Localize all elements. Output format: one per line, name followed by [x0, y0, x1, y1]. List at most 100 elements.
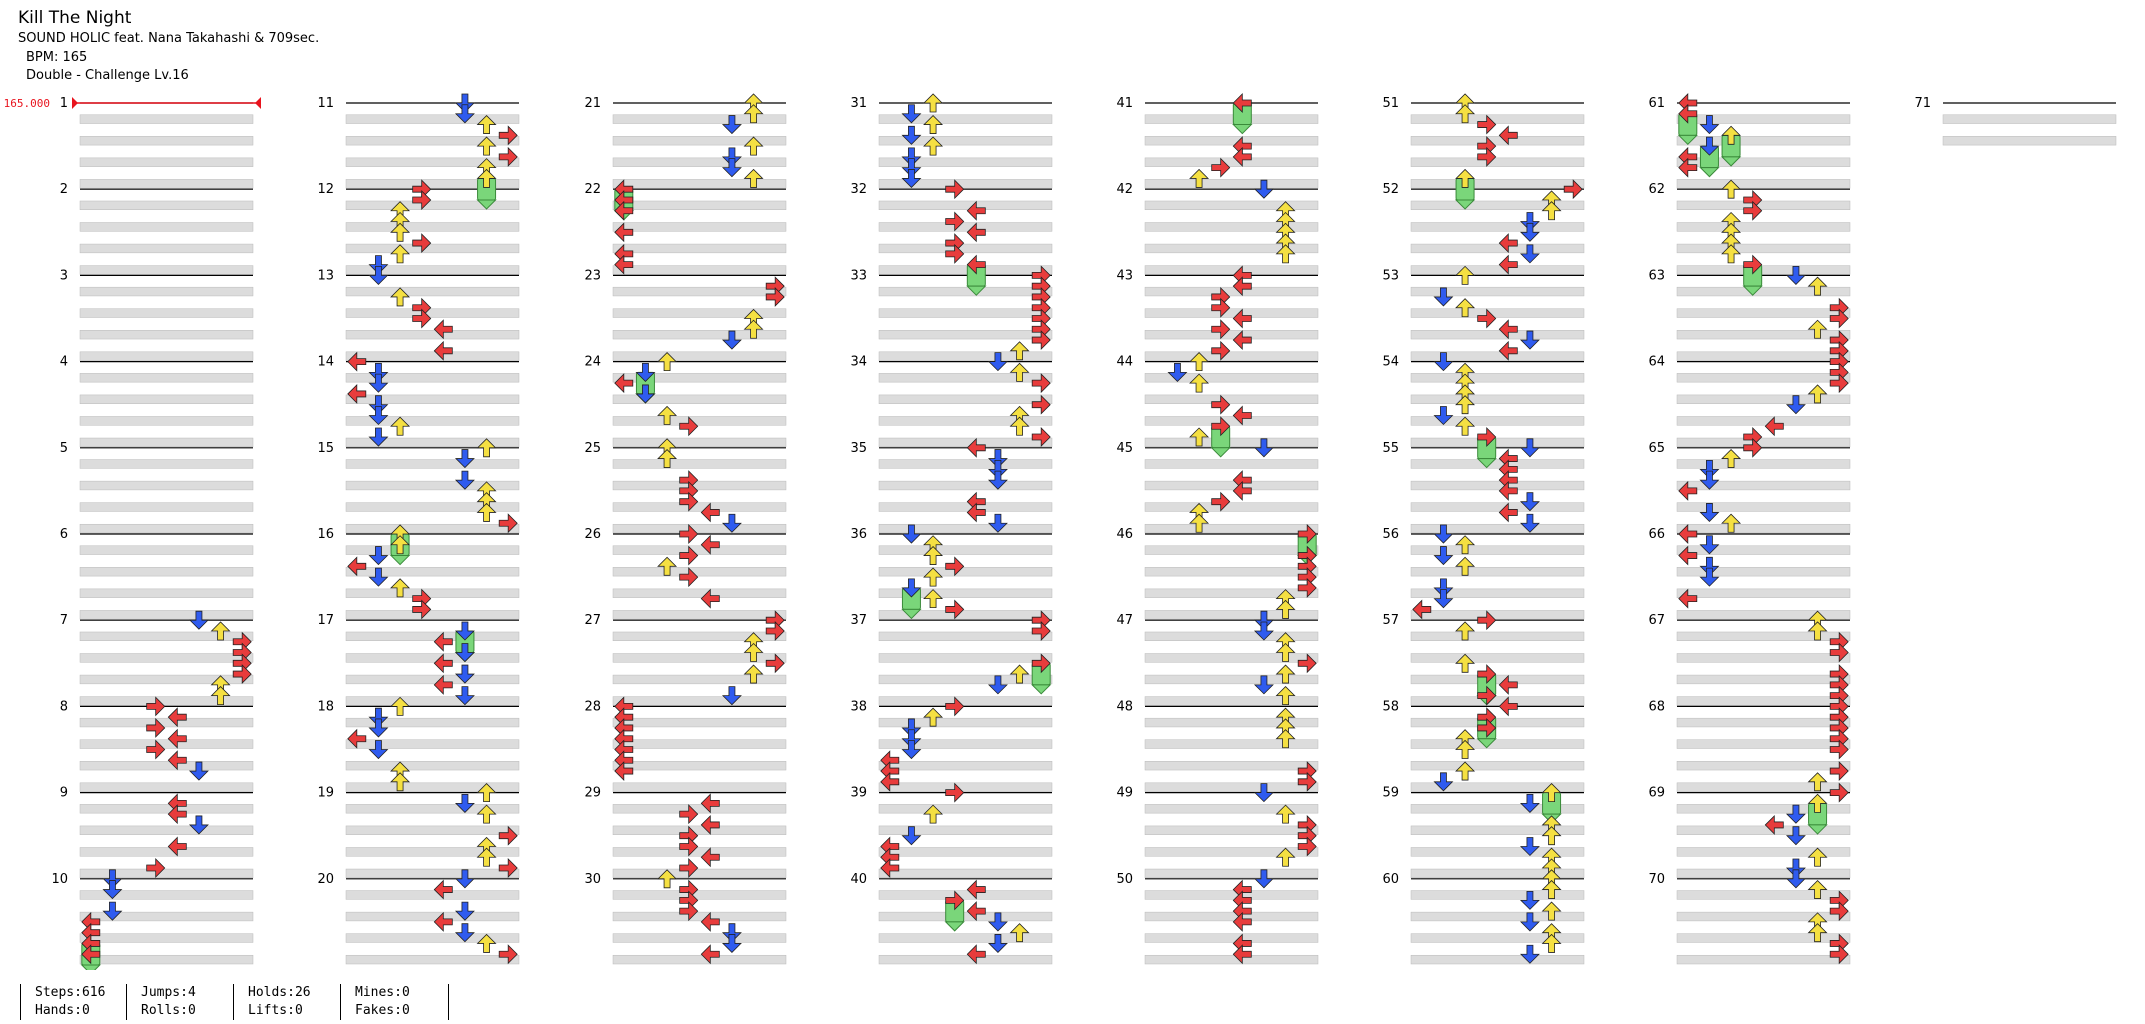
beat-band	[1676, 674, 1851, 685]
beat-band	[79, 373, 254, 383]
step-arrow-icon	[476, 438, 497, 458]
step-arrow-icon	[614, 373, 634, 394]
step-arrow-icon	[1785, 826, 1806, 846]
step-arrow-icon	[614, 717, 634, 738]
step-arrow-icon	[1519, 912, 1540, 932]
step-arrow-icon	[721, 147, 742, 167]
beat-band	[1676, 739, 1851, 749]
step-arrow-icon	[1455, 535, 1476, 555]
measure-number: 59	[1382, 786, 1399, 801]
beat-band	[79, 674, 254, 685]
beat-band	[345, 782, 520, 792]
step-arrow-icon	[81, 933, 101, 954]
step-arrow-icon	[614, 728, 634, 749]
beat-band	[345, 243, 520, 254]
beat-band	[878, 674, 1053, 685]
step-arrow-icon	[454, 869, 475, 889]
step-arrow-icon	[454, 664, 475, 684]
step-arrow-icon	[1253, 783, 1274, 803]
beat-band	[345, 610, 520, 620]
step-arrow-icon	[966, 944, 986, 965]
step-arrow-icon	[635, 362, 656, 382]
step-arrow-icon	[210, 621, 231, 641]
step-arrow-icon	[1232, 944, 1252, 965]
step-arrow-icon	[454, 643, 475, 663]
step-arrow-icon	[1433, 589, 1454, 609]
step-arrow-icon	[614, 200, 634, 221]
beat-band	[612, 696, 787, 706]
beat-band	[1942, 114, 2117, 124]
beat-band	[345, 394, 520, 404]
step-arrow-icon	[679, 804, 699, 825]
step-arrow-icon	[1009, 416, 1030, 436]
beat-band	[79, 610, 254, 620]
beat-band	[1410, 416, 1585, 426]
step-arrow-icon	[476, 783, 497, 802]
step-arrow-icon	[901, 104, 922, 124]
step-arrow-icon	[1519, 330, 1540, 350]
beat-band	[345, 373, 520, 383]
step-arrow-icon	[945, 179, 965, 200]
step-arrow-icon	[368, 362, 389, 382]
beat-band	[79, 136, 254, 146]
beat-band	[878, 631, 1053, 641]
beat-band	[1410, 308, 1585, 318]
beat-band	[612, 933, 787, 943]
beat-band	[878, 179, 1053, 189]
measure-number: 47	[1116, 613, 1133, 628]
measure-number: 55	[1382, 441, 1399, 456]
beat-band	[1144, 911, 1319, 922]
beat-band	[878, 610, 1053, 620]
step-arrow-icon	[1275, 686, 1296, 706]
beat-band	[1144, 330, 1319, 340]
beat-band	[1144, 265, 1319, 275]
step-arrow-icon	[1829, 739, 1849, 760]
step-arrow-icon	[390, 696, 411, 716]
stats-col-1: Steps:616 Hands:0	[20, 984, 105, 1020]
step-arrow-icon	[1275, 664, 1296, 684]
beat-band	[345, 545, 520, 555]
beat-band	[79, 351, 254, 361]
step-arrow-icon	[1455, 761, 1476, 781]
step-arrow-icon	[700, 588, 720, 609]
beat-band	[345, 222, 520, 232]
step-arrow-icon	[1433, 578, 1454, 598]
step-arrow-icon	[368, 406, 389, 426]
beat-band	[345, 954, 520, 965]
beat-band	[1144, 502, 1319, 512]
beat-band	[1144, 114, 1319, 124]
step-arrow-icon	[1232, 405, 1252, 426]
beat-band	[612, 308, 787, 318]
step-arrow-icon	[743, 642, 764, 662]
step-arrow-icon	[433, 911, 453, 932]
step-arrow-icon	[347, 556, 367, 577]
beat-band	[1144, 847, 1319, 857]
step-arrow-icon	[1678, 588, 1698, 609]
beat-band	[1410, 480, 1585, 491]
step-arrow-icon	[1433, 352, 1454, 372]
measure-number: 70	[1648, 872, 1665, 887]
beat-band	[345, 847, 520, 857]
step-arrow-icon	[721, 923, 742, 943]
beat-band	[1410, 459, 1585, 469]
step-arrow-icon	[1541, 201, 1562, 221]
step-arrow-icon	[1009, 664, 1030, 684]
step-arrow-icon	[743, 136, 764, 156]
hold-tail	[1232, 124, 1253, 135]
hold-tail	[1476, 458, 1497, 469]
step-arrow-icon	[454, 470, 475, 490]
beat-band	[345, 286, 520, 297]
step-arrow-icon	[1189, 168, 1210, 188]
step-arrow-icon	[146, 696, 166, 717]
beat-band	[1676, 610, 1851, 620]
beat-band	[1144, 480, 1319, 491]
beat-band	[612, 459, 787, 469]
beat-band	[1144, 179, 1319, 189]
beat-band	[612, 653, 787, 663]
beat-band	[345, 523, 520, 534]
beat-band	[1676, 459, 1851, 469]
step-arrow-icon	[1211, 297, 1231, 318]
measure-number: 22	[584, 182, 601, 197]
beat-band	[345, 911, 520, 922]
step-arrow-icon	[368, 373, 389, 393]
